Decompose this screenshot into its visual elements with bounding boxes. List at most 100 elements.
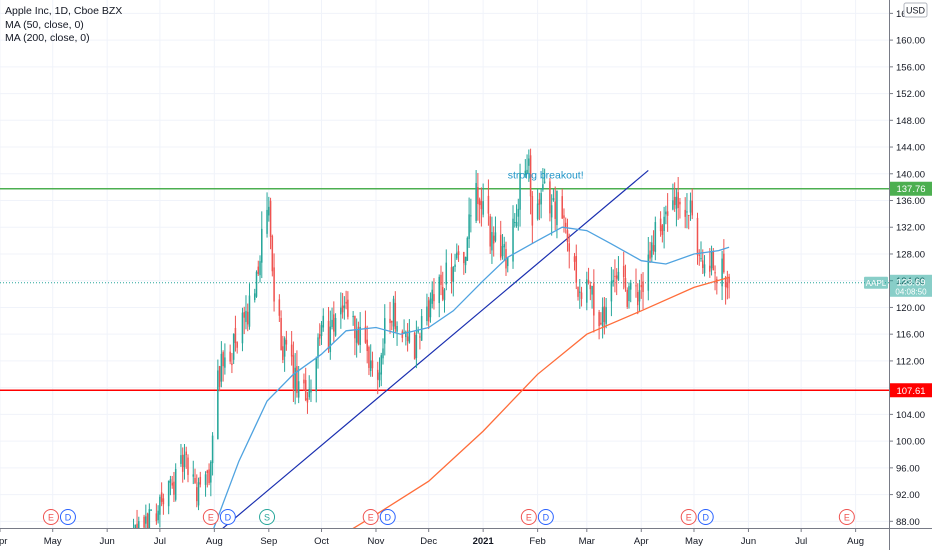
- candle[interactable]: [622, 251, 625, 290]
- candle[interactable]: [605, 297, 607, 329]
- candle[interactable]: [536, 188, 539, 221]
- candle[interactable]: [419, 332, 421, 350]
- candle[interactable]: [183, 443, 186, 480]
- candle[interactable]: [366, 325, 368, 364]
- candle[interactable]: [354, 315, 356, 356]
- candle[interactable]: [538, 192, 541, 221]
- candle[interactable]: [675, 188, 678, 227]
- candle[interactable]: [133, 518, 135, 548]
- candle[interactable]: [357, 321, 360, 346]
- event-marker-S[interactable]: S: [259, 509, 276, 525]
- candle[interactable]: [269, 197, 272, 250]
- candle[interactable]: [222, 350, 224, 382]
- event-marker-E[interactable]: E: [362, 509, 379, 525]
- candle[interactable]: [427, 296, 430, 330]
- plot-area[interactable]: strong breakout!: [0, 148, 889, 549]
- candle[interactable]: [651, 235, 653, 263]
- candle[interactable]: [155, 503, 158, 525]
- candle[interactable]: [248, 283, 251, 330]
- candle[interactable]: [561, 188, 563, 219]
- candle[interactable]: [173, 471, 175, 503]
- event-marker-E[interactable]: E: [680, 509, 697, 525]
- candle[interactable]: [691, 188, 693, 220]
- candle[interactable]: [294, 353, 296, 405]
- candle[interactable]: [236, 341, 238, 354]
- candle[interactable]: [345, 290, 347, 310]
- candle[interactable]: [255, 270, 258, 298]
- candle[interactable]: [285, 330, 288, 351]
- candle[interactable]: [501, 234, 504, 260]
- event-marker-D[interactable]: D: [537, 509, 554, 525]
- candle[interactable]: [415, 320, 418, 369]
- candle[interactable]: [134, 524, 137, 538]
- candle[interactable]: [600, 312, 602, 326]
- candle[interactable]: [320, 321, 323, 345]
- candle[interactable]: [433, 278, 435, 310]
- candle[interactable]: [470, 198, 472, 233]
- candle[interactable]: [413, 331, 416, 360]
- candle[interactable]: [628, 282, 630, 309]
- candle[interactable]: [317, 333, 319, 369]
- candle[interactable]: [406, 323, 409, 352]
- candle[interactable]: [726, 270, 729, 300]
- candle[interactable]: [721, 250, 723, 301]
- candle[interactable]: [703, 255, 706, 277]
- candle[interactable]: [185, 446, 187, 469]
- candle[interactable]: [529, 148, 532, 215]
- candle[interactable]: [234, 315, 237, 352]
- candle[interactable]: [640, 273, 643, 299]
- candles[interactable]: [131, 148, 730, 549]
- candle[interactable]: [673, 182, 676, 212]
- candle[interactable]: [143, 514, 145, 531]
- candle[interactable]: [245, 295, 247, 330]
- legend-ma-fast[interactable]: MA (50, close, 0): [5, 18, 84, 31]
- candle[interactable]: [297, 366, 300, 404]
- candle[interactable]: [271, 234, 274, 277]
- candle[interactable]: [315, 356, 318, 403]
- candle[interactable]: [394, 291, 397, 333]
- candle[interactable]: [382, 338, 384, 365]
- candle[interactable]: [456, 243, 458, 260]
- candle[interactable]: [268, 196, 270, 222]
- candle[interactable]: [197, 477, 200, 511]
- candle[interactable]: [587, 267, 590, 285]
- candle[interactable]: [229, 344, 231, 365]
- candle[interactable]: [208, 463, 210, 486]
- candle[interactable]: [549, 177, 551, 222]
- candle[interactable]: [543, 168, 546, 184]
- currency-label[interactable]: USD: [903, 2, 928, 18]
- candle[interactable]: [232, 333, 235, 365]
- candle[interactable]: [355, 318, 358, 358]
- candle[interactable]: [568, 233, 571, 269]
- candle[interactable]: [340, 292, 342, 329]
- candle[interactable]: [347, 291, 349, 320]
- candle[interactable]: [550, 194, 553, 236]
- candle[interactable]: [352, 311, 354, 326]
- candle[interactable]: [303, 373, 305, 391]
- event-marker-D[interactable]: D: [59, 509, 76, 525]
- ma-fast-line[interactable]: [213, 226, 730, 531]
- candle[interactable]: [452, 266, 455, 297]
- candle[interactable]: [714, 265, 716, 291]
- candle[interactable]: [310, 379, 312, 402]
- candle[interactable]: [468, 197, 470, 248]
- candle[interactable]: [610, 266, 613, 317]
- candle[interactable]: [259, 255, 261, 283]
- ma-slow-line[interactable]: [337, 276, 730, 538]
- candle[interactable]: [331, 307, 333, 330]
- candle[interactable]: [615, 268, 618, 296]
- candle[interactable]: [220, 341, 223, 388]
- candle[interactable]: [282, 335, 284, 364]
- candle[interactable]: [579, 279, 581, 309]
- candle[interactable]: [723, 239, 725, 274]
- candle[interactable]: [261, 211, 263, 279]
- candle[interactable]: [308, 375, 310, 400]
- candle[interactable]: [614, 259, 616, 293]
- candle[interactable]: [482, 183, 484, 218]
- candle[interactable]: [174, 463, 177, 502]
- candle[interactable]: [148, 503, 151, 538]
- candle[interactable]: [160, 482, 163, 507]
- candle[interactable]: [463, 251, 465, 275]
- candle[interactable]: [649, 241, 651, 263]
- candle[interactable]: [635, 268, 637, 298]
